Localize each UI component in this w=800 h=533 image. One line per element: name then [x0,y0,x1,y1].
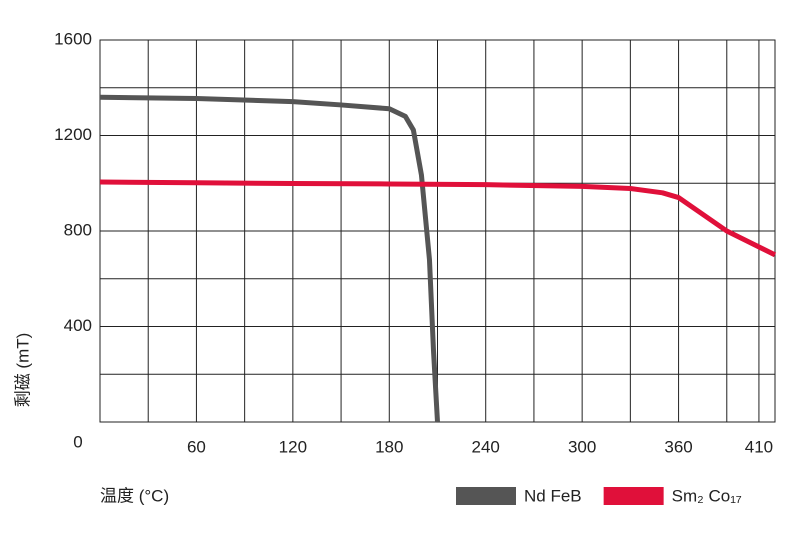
legend-swatch [456,487,516,505]
series-line [99,179,777,258]
y-tick-label: 1200 [54,125,92,144]
x-tick-label: 120 [279,437,307,456]
y-tick-label: 800 [64,220,92,239]
series-line [99,94,440,423]
x-tick-label: 410 [745,437,773,456]
y-tick-label: 1600 [54,29,92,48]
x-tick-label: 240 [472,437,500,456]
legend-label: Nd FeB [524,486,582,505]
legend-label: Sm₂ Co₁₇ [672,486,742,505]
y-axis-label: 剩磁 (mT) [13,333,32,408]
x-tick-label: 300 [568,437,596,456]
legend-swatch [603,487,664,505]
x-tick-label: 60 [187,437,206,456]
origin-label: 0 [73,432,82,451]
x-axis-label: 温度 (°C) [100,486,169,505]
y-tick-label: 400 [64,316,92,335]
x-tick-label: 360 [664,437,692,456]
x-tick-label: 180 [375,437,403,456]
